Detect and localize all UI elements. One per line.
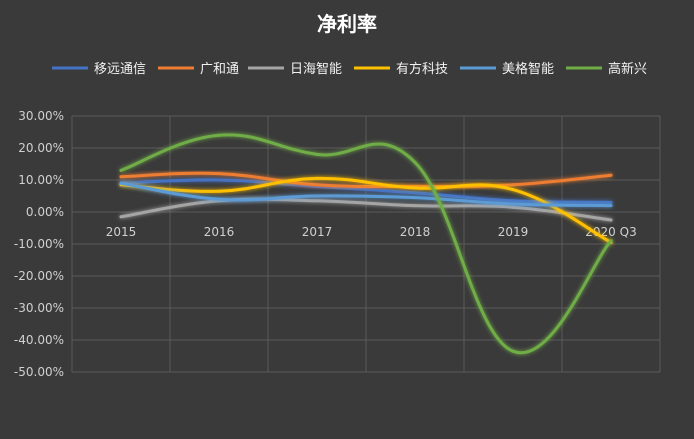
data-point [609,204,613,208]
data-point [413,191,417,195]
series-line [119,197,613,222]
legend-label: 广和通 [200,62,239,77]
legend-item: 广和通 [158,62,239,77]
data-point [315,176,319,180]
x-tick-label: 2015 [106,225,137,239]
series-6 [119,133,613,355]
legend-label: 有方科技 [396,61,448,77]
data-point [609,218,613,222]
data-point [413,204,417,208]
x-tick-label: 2019 [498,225,529,239]
data-point [217,189,221,193]
legend-item: 日海智能 [248,62,342,77]
legend-item: 美格智能 [460,61,554,77]
data-point [217,178,221,182]
legend-label: 美格智能 [502,61,554,77]
series-line [119,176,613,244]
legend-item: 移远通信 [52,62,146,77]
data-point [315,194,319,198]
data-point [315,152,319,156]
data-point [315,183,319,187]
data-point [119,215,123,219]
y-tick-label: 0.00% [26,205,64,219]
data-point [413,160,417,164]
x-tick-label: 2016 [204,225,235,239]
x-axis-tick-labels: 2015 2016 2017 2018 2019 2020 Q3 [106,225,637,239]
data-point [511,183,515,187]
series-line [119,178,613,204]
y-tick-label: 30.00% [18,109,64,123]
series-5 [119,181,613,208]
data-point [217,172,221,176]
gridlines [71,115,661,373]
y-tick-label: 20.00% [18,141,64,155]
data-point [511,205,515,209]
data-point [217,133,221,137]
y-tick-label: -40.00% [14,333,64,347]
data-point [413,186,417,190]
y-tick-label: -50.00% [14,365,64,379]
y-tick-label: -30.00% [14,301,64,315]
legend: 移远通信 广和通 日海智能 有方科技 美格智能 高新兴 [52,61,647,77]
series-4 [119,176,613,244]
legend-label: 日海智能 [290,62,342,77]
legend-item: 高新兴 [566,61,647,77]
legend-label: 移远通信 [94,62,146,77]
series-line [119,171,613,189]
data-point [609,173,613,177]
series-2 [119,171,613,189]
data-point [609,239,613,243]
data-point [609,200,613,204]
series-line [119,181,613,208]
x-tick-label: 2018 [400,225,431,239]
data-point [511,349,515,353]
y-tick-label: -20.00% [14,269,64,283]
data-point [511,202,515,206]
legend-label: 高新兴 [608,61,647,77]
series-lines [119,133,613,355]
y-tick-label: -10.00% [14,237,64,251]
data-point [511,199,515,203]
x-tick-label: 2017 [302,225,333,239]
data-point [119,175,123,179]
data-point [217,197,221,201]
y-axis-tick-labels: 30.00% 20.00% 10.00% 0.00% -10.00% -20.00% -30… [14,109,64,379]
data-point [119,168,123,172]
y-tick-label: 10.00% [18,173,64,187]
data-point [413,196,417,200]
data-point [511,188,515,192]
series-3 [119,197,613,222]
data-point [315,199,319,203]
chart-title: 净利率 [317,12,377,36]
data-point [119,181,123,185]
legend-item: 有方科技 [354,61,448,77]
